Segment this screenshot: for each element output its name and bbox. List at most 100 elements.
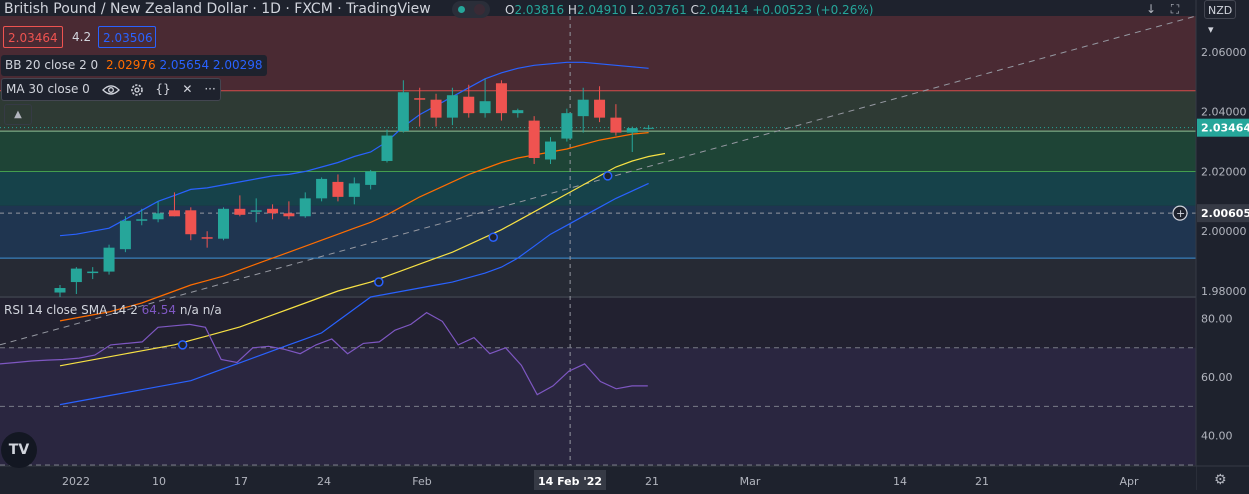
- plus-glyph: +: [1176, 207, 1185, 220]
- candle-body: [119, 220, 131, 250]
- eye-icon[interactable]: [101, 84, 120, 96]
- bollinger-bands: [59, 61, 666, 406]
- rsi-pane: [0, 311, 648, 396]
- candle-body: [495, 83, 507, 114]
- symbol-title-text: British Pound / New Zealand Dollar · 1D …: [4, 1, 431, 17]
- candle-body: [87, 271, 99, 274]
- trend-line: [0, 15, 1197, 346]
- buy-button[interactable]: 2.03506: [98, 26, 156, 48]
- market-status-pill[interactable]: [452, 1, 490, 18]
- chevron-up-icon[interactable]: ▲: [4, 104, 32, 125]
- alert-marker-2: [488, 232, 499, 242]
- candle-body: [218, 208, 229, 239]
- ma-legend[interactable]: MA 30 close 0 {} ✕ ···: [1, 78, 221, 101]
- candle-body: [168, 210, 180, 217]
- time-tick-label: 10: [152, 475, 166, 488]
- candle-body: [103, 247, 115, 272]
- price-tick-label: 2.04000: [1201, 106, 1247, 119]
- more-icon[interactable]: ···: [204, 82, 216, 96]
- rsi-na-2: n/a: [202, 303, 222, 317]
- price-axis-bg: [1196, 0, 1249, 490]
- bb-basis-value: 2.02976: [106, 58, 156, 72]
- crosshair-price-label: 2.00605: [1201, 207, 1249, 220]
- candle-body: [201, 237, 213, 239]
- bb-upper-value: 2.05654: [159, 58, 210, 72]
- tradingview-logo[interactable]: TV: [1, 432, 37, 468]
- candle-body: [267, 208, 279, 214]
- ohlc-open-value: 2.03816: [514, 3, 565, 17]
- bb-legend-label: BB 20 close 2 0: [5, 58, 99, 72]
- candle-body: [250, 210, 262, 212]
- sell-button[interactable]: 2.03464: [3, 26, 63, 48]
- close-icon[interactable]: ✕: [182, 82, 193, 96]
- rsi-value: 64.54: [141, 303, 177, 317]
- gear-icon[interactable]: [129, 82, 145, 98]
- trendline: [0, 15, 1197, 346]
- last-price-badge: [1197, 118, 1249, 137]
- market-open-dot-icon: [458, 6, 465, 13]
- fullscreen-icon[interactable]: ⛶: [1170, 2, 1180, 16]
- ohlc-readout: O2.03816 H2.04910 L2.03761 C2.04414 +0.0…: [505, 3, 873, 17]
- price-zone-5: [0, 258, 1196, 297]
- rsi-tick-label: 40.00: [1201, 430, 1233, 443]
- arrow-down-icon[interactable]: ↓: [1145, 2, 1157, 16]
- candle-body: [348, 183, 360, 197]
- crosshair-date-badge: [534, 470, 606, 490]
- candle-body: [234, 208, 246, 215]
- bb-upper-line: [59, 61, 649, 237]
- price-tick-label: 2.06000: [1201, 46, 1247, 59]
- alert-marker-0: [177, 340, 188, 350]
- candle-body: [561, 113, 573, 139]
- ohlc-change: +0.00523 (+0.26%): [752, 3, 874, 17]
- candle-body: [414, 98, 426, 100]
- candle-body: [316, 178, 328, 199]
- time-tick-label: Apr: [1119, 475, 1139, 488]
- alert-dot-icon: [474, 4, 485, 15]
- symbol-title[interactable]: British Pound / New Zealand Dollar · 1D …: [4, 1, 431, 17]
- rsi-tick-label: 60.00: [1201, 371, 1233, 384]
- grid-lines: [0, 16, 1249, 466]
- candle-body: [136, 219, 148, 221]
- spread-value: 4.2: [72, 30, 92, 44]
- candle-body: [545, 141, 556, 160]
- price-zones: [0, 16, 1196, 465]
- last-price-label: 2.03464: [1201, 122, 1249, 135]
- rsi-na-1: n/a: [179, 303, 199, 317]
- candle-body: [430, 99, 442, 118]
- candle-body: [283, 213, 295, 217]
- currency-label: NZD: [1208, 4, 1233, 17]
- ohlc-low-value: 2.03761: [637, 3, 687, 17]
- price-zone-2: [0, 131, 1196, 172]
- rsi-tick-label: 80.00: [1201, 313, 1233, 326]
- candle-body: [365, 171, 377, 185]
- time-tick-label: 2022: [62, 475, 90, 488]
- rsi-legend-label: RSI 14 close SMA 14 2: [4, 303, 138, 317]
- ma-legend-label: MA 30 close 0: [6, 82, 90, 96]
- time-tick-label: 17: [234, 475, 248, 488]
- time-tick-label: 21: [975, 475, 989, 488]
- candle-body: [397, 92, 409, 132]
- candle-body: [381, 135, 393, 161]
- currency-selector[interactable]: NZD ▾: [1204, 0, 1236, 36]
- alert-marker-3: [602, 171, 613, 181]
- time-tick-label: Mar: [740, 475, 761, 488]
- candle-body: [152, 213, 164, 220]
- candle-body: [463, 96, 475, 114]
- candle-body: [185, 210, 197, 235]
- braces-icon[interactable]: {}: [155, 82, 171, 96]
- rsi-line: [0, 311, 648, 396]
- bb-lower-value: 2.00298: [212, 58, 263, 72]
- ohlc-high-key: H: [567, 3, 577, 17]
- candle-body: [594, 99, 606, 118]
- bb-legend[interactable]: BB 20 close 2 0 2.02976 2.05654 2.00298: [1, 55, 267, 76]
- settings-icon[interactable]: ⚙: [1214, 472, 1227, 488]
- candle-body: [610, 117, 622, 133]
- candle-body: [512, 110, 524, 114]
- price-tick-label: 2.02000: [1201, 165, 1247, 178]
- rsi-legend[interactable]: RSI 14 close SMA 14 2 64.54 n/a n/a: [4, 303, 222, 317]
- ohlc-high-value: 2.04910: [576, 3, 627, 17]
- candle-body: [70, 268, 82, 283]
- time-tick-label: 14: [893, 475, 907, 488]
